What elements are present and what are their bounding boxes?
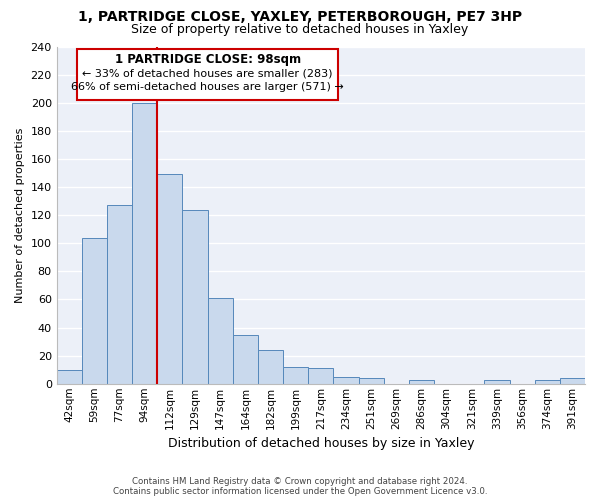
Bar — [56, 370, 82, 384]
Text: Contains HM Land Registry data © Crown copyright and database right 2024.
Contai: Contains HM Land Registry data © Crown c… — [113, 476, 487, 496]
Bar — [182, 210, 208, 384]
Bar — [334, 376, 359, 384]
Y-axis label: Number of detached properties: Number of detached properties — [15, 128, 25, 303]
Text: 1 PARTRIDGE CLOSE: 98sqm: 1 PARTRIDGE CLOSE: 98sqm — [115, 52, 301, 66]
Bar — [233, 334, 258, 384]
Bar — [283, 367, 308, 384]
Text: ← 33% of detached houses are smaller (283): ← 33% of detached houses are smaller (28… — [82, 68, 333, 78]
Bar — [308, 368, 334, 384]
Bar — [535, 380, 560, 384]
Text: 1, PARTRIDGE CLOSE, YAXLEY, PETERBOROUGH, PE7 3HP: 1, PARTRIDGE CLOSE, YAXLEY, PETERBOROUGH… — [78, 10, 522, 24]
Bar — [132, 102, 157, 384]
Text: 66% of semi-detached houses are larger (571) →: 66% of semi-detached houses are larger (… — [71, 82, 344, 92]
Bar — [258, 350, 283, 384]
Bar — [107, 206, 132, 384]
X-axis label: Distribution of detached houses by size in Yaxley: Distribution of detached houses by size … — [167, 437, 474, 450]
Bar — [208, 298, 233, 384]
Text: Size of property relative to detached houses in Yaxley: Size of property relative to detached ho… — [131, 22, 469, 36]
Bar — [409, 380, 434, 384]
FancyBboxPatch shape — [77, 50, 338, 100]
Bar — [484, 380, 509, 384]
Bar — [560, 378, 585, 384]
Bar — [157, 174, 182, 384]
Bar — [82, 238, 107, 384]
Bar — [359, 378, 384, 384]
